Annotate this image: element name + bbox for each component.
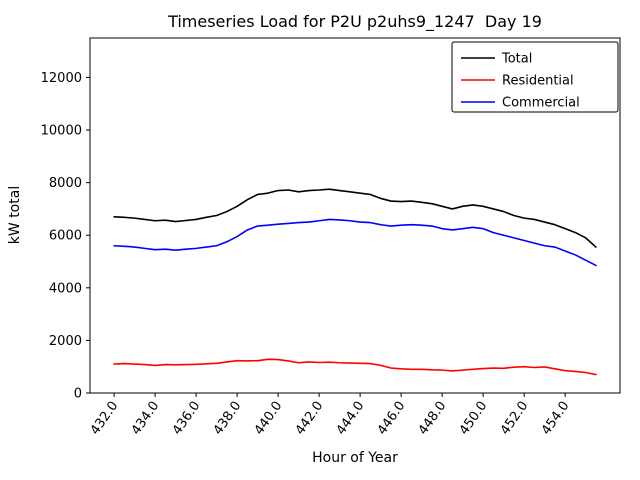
x-tick-label: 436.0 — [170, 399, 204, 438]
axes-frame — [89, 37, 621, 394]
y-axis-label: kW total — [7, 186, 23, 244]
legend-label-total: Total — [501, 52, 532, 67]
x-tick-label: 452.0 — [498, 399, 532, 438]
x-tick-label: 434.0 — [129, 399, 163, 438]
y-tick-label: 4000 — [49, 281, 82, 296]
legend-label-residential: Residential — [502, 74, 574, 89]
series-line-residential — [113, 358, 597, 376]
x-tick-label: 446.0 — [375, 399, 409, 438]
x-tick-label: 438.0 — [211, 399, 245, 438]
x-tick-label: 440.0 — [252, 399, 286, 438]
y-tick-label: 10000 — [41, 124, 82, 139]
x-tick-label: 444.0 — [334, 399, 368, 438]
x-axis-label: Hour of Year — [312, 450, 398, 466]
y-tick-label: 8000 — [49, 176, 82, 191]
y-tick-label: 12000 — [41, 71, 82, 86]
x-tick-label: 454.0 — [539, 399, 573, 438]
chart-title: Timeseries Load for P2U p2uhs9_1247 Day … — [167, 12, 542, 32]
x-tick-label: 442.0 — [293, 399, 327, 438]
series-line-total — [113, 188, 597, 248]
legend-box — [451, 41, 619, 113]
y-tick-label: 6000 — [49, 229, 82, 244]
y-tick-label: 2000 — [49, 334, 82, 349]
x-tick-label: 432.0 — [88, 399, 122, 438]
x-tick-label: 448.0 — [416, 399, 450, 438]
legend-label-commercial: Commercial — [502, 96, 580, 111]
y-tick-label: 0 — [74, 387, 82, 402]
series-line-commercial — [113, 218, 597, 267]
legend: Total Residential Commercial — [451, 41, 619, 113]
x-tick-label: 450.0 — [457, 399, 491, 438]
